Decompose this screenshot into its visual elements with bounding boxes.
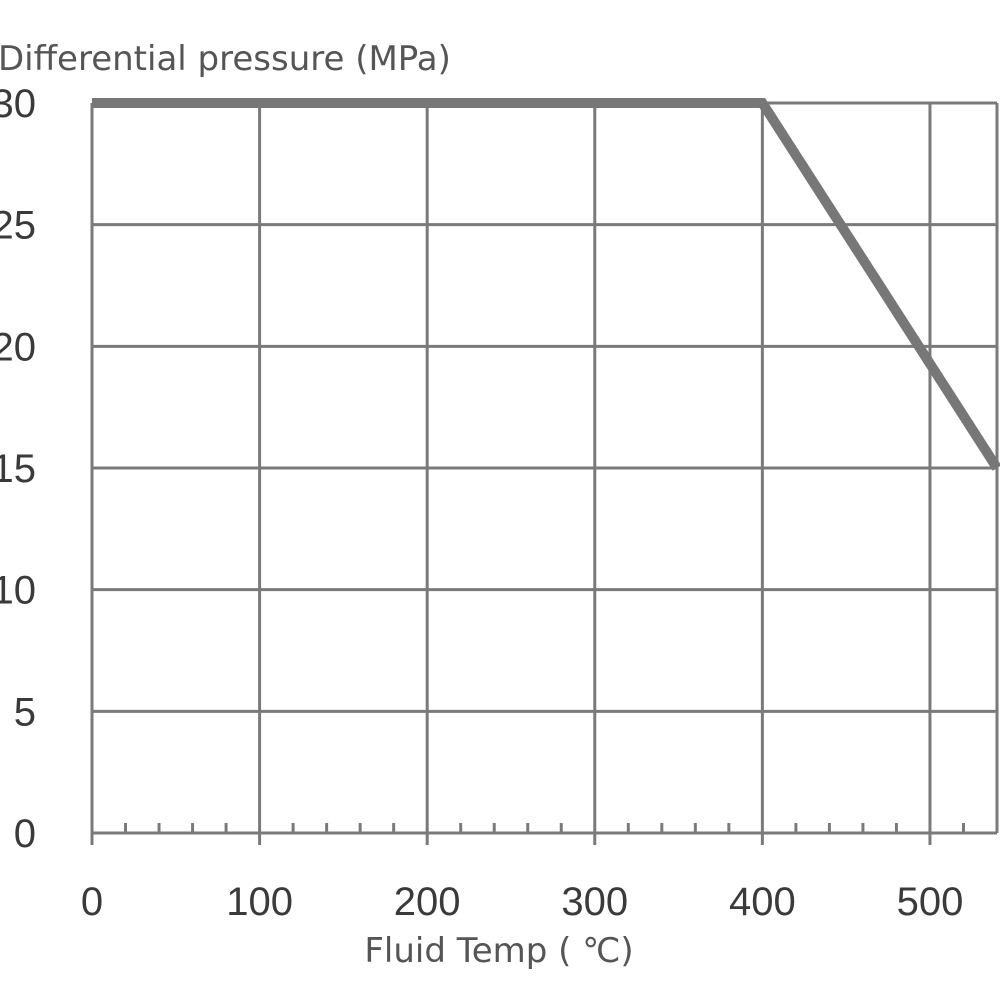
y-tick-label-0: 0	[14, 812, 36, 856]
y-tick-label-25: 25	[0, 204, 36, 248]
x-tick-label-0: 0	[81, 880, 103, 924]
x-axis-title: Fluid Temp ( ℃)	[364, 931, 633, 971]
y-tick-label-15: 15	[0, 447, 36, 491]
minor-ticks	[124, 823, 965, 833]
x-tick-label-400: 400	[729, 880, 796, 924]
x-tick-label-300: 300	[561, 880, 628, 924]
series-layer	[92, 98, 1000, 471]
x-tick-label-200: 200	[394, 880, 461, 924]
x-tick-label-500: 500	[897, 880, 964, 924]
x-tick-labels: 0 100 200 300 400 500	[81, 880, 963, 924]
y-tick-label-20: 20	[0, 325, 36, 369]
y-tick-label-5: 5	[14, 690, 36, 734]
y-tick-label-10: 10	[0, 569, 36, 613]
grid-layer	[90, 101, 999, 845]
y-axis-title: Differential pressure (MPa)	[0, 39, 451, 79]
y-tick-labels: 0 5 10 15 20 25 30	[0, 82, 36, 856]
x-tick-label-100: 100	[226, 880, 293, 924]
series-line-0	[92, 98, 1000, 471]
y-tick-label-30: 30	[0, 82, 36, 126]
